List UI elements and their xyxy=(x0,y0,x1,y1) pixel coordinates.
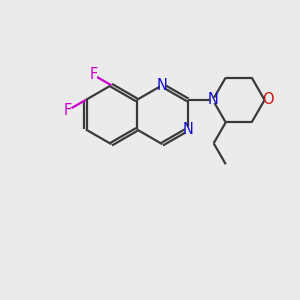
Bar xyxy=(265,98,270,102)
Bar xyxy=(65,108,70,112)
Text: N: N xyxy=(157,78,168,93)
Text: F: F xyxy=(89,68,98,82)
Text: F: F xyxy=(64,103,72,118)
Bar xyxy=(185,127,190,132)
Bar xyxy=(91,73,96,77)
Text: N: N xyxy=(182,122,193,137)
Bar xyxy=(210,98,215,102)
Bar xyxy=(160,83,165,88)
Text: N: N xyxy=(207,92,218,107)
Text: O: O xyxy=(262,92,273,107)
